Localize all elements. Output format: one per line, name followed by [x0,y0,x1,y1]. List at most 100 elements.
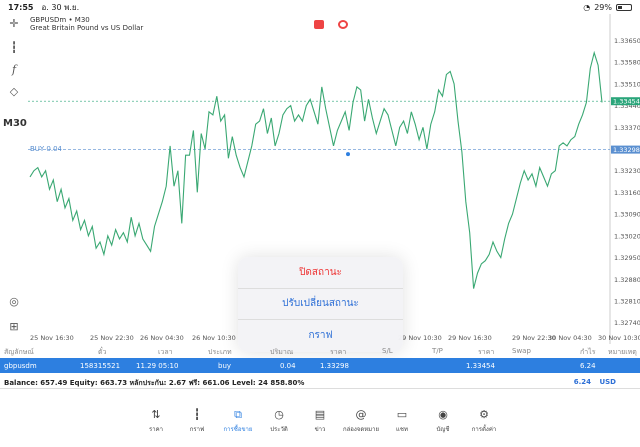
x-tick-label: 30 Nov 04:30 [548,334,592,342]
buy-price-tag: 1.33298 [613,146,640,154]
row-open-price: 1.33298 [320,362,349,370]
quotes-icon: ⇅ [151,408,161,421]
nav-label: บัญชี [436,426,450,433]
y-tick-label: 1.32950 [614,254,640,262]
nav-label: การตั้งค่า [471,426,497,433]
x-tick-label: 25 Nov 22:30 [90,334,134,342]
current-price-tag-bg [611,97,640,106]
balance-bar: Balance: 657.49 Equity: 663.73 หลักประกั… [0,375,640,389]
nav-mailbox[interactable]: @ กล่องจดหมาย [341,404,382,447]
clock: 17:55 [8,2,34,12]
x-tick-label: 25 Nov 16:30 [30,334,74,342]
battery-level: 29% [594,2,612,12]
col-tp[interactable]: T/P [432,347,443,355]
status-bar: 17:55 อ. 30 พ.ย. ◔ 29% [0,0,640,14]
y-tick-label: 1.33650 [614,37,640,45]
zoom-icon[interactable]: ◎ [9,295,19,308]
history-icon: ◷ [274,408,284,421]
col-sl[interactable]: S/L [382,347,393,355]
positions-table-header: สัญลักษณ์ ตั๋ว เวลา ประเภท ปริมาณ ราคา S… [0,344,640,358]
buy-price-tag-bg [611,145,640,154]
y-tick-label: 1.32810 [614,297,640,305]
col-profit[interactable]: กำไร [580,348,596,356]
row-price: 1.33454 [466,362,495,370]
col-comment[interactable]: หมายเหตุ [608,348,637,356]
y-tick-label: 1.33230 [614,167,640,175]
buy-level-label: BUY 0.04 [30,145,63,153]
y-tick-label: 1.33370 [614,124,640,132]
price-chart[interactable]: 1.336501.335801.335101.334401.333701.333… [28,14,640,344]
mailbox-icon: @ [355,408,367,421]
indicators-icon[interactable]: ┇ [10,41,18,54]
close-position-button[interactable]: ปิดสถานะ [238,257,403,289]
chart-symbol: GBPUSDm • M30 [30,16,90,24]
account-icon: ◉ [438,408,448,421]
nav-label: แชท [396,426,408,433]
chat-icon: ▭ [396,408,408,421]
row-time: 11.29 05:10 [136,362,179,370]
y-tick-label: 1.33510 [614,80,640,88]
col-swap[interactable]: Swap [512,347,531,355]
nav-chart[interactable]: ┇ กราฟ [177,404,218,447]
col-type[interactable]: ประเภท [208,348,232,356]
total-profit: 6.24 [573,378,592,386]
nav-settings[interactable]: ⚙ การตั้งค่า [464,404,505,447]
nav-quotes[interactable]: ⇅ ราคา [136,404,177,447]
add-icon[interactable]: ⊞ [9,320,19,333]
col-open-price[interactable]: ราคา [330,348,347,356]
modify-position-button[interactable]: ปรับเปลี่ยนสถานะ [238,289,403,321]
position-context-menu: ปิดสถานะ ปรับเปลี่ยนสถานะ กราฟ [238,257,403,352]
row-profit: 6.24 [580,362,596,370]
row-volume: 0.04 [280,362,296,370]
bottom-nav: ⇅ ราคา ┇ กราฟ ⧉ การซื้อขาย ◷ ประวัติ ▤ ข… [0,404,640,447]
col-symbol[interactable]: สัญลักษณ์ [4,348,34,356]
col-price[interactable]: ราคา [478,348,495,356]
wifi-icon: ◔ [583,2,591,12]
crosshair-icon[interactable]: ✛ [9,17,19,30]
battery-icon [616,3,632,11]
nav-news[interactable]: ▤ ข่าว [300,404,341,447]
currency: USD [599,378,616,386]
nav-label: กราฟ [189,426,205,433]
chart-area[interactable]: 1.336501.335801.335101.334401.333701.333… [28,14,640,344]
date: อ. 30 พ.ย. [41,2,80,12]
col-volume[interactable]: ปริมาณ [270,348,294,356]
one-click-icon[interactable] [338,20,348,29]
balance-summary: Balance: 657.49 Equity: 663.73 หลักประกั… [4,379,305,387]
chart-button[interactable]: กราฟ [308,330,333,342]
nav-history[interactable]: ◷ ประวัติ [259,404,300,447]
trade-icon: ⧉ [234,408,242,421]
nav-label: ประวัติ [270,426,288,433]
col-ticket[interactable]: ตั๋ว [98,348,107,356]
chart-description: Great Britain Pound vs US Dollar [30,24,144,32]
nav-chat[interactable]: ▭ แชท [382,404,423,447]
settings-icon: ⚙ [479,408,489,421]
y-tick-label: 1.33160 [614,189,640,197]
nav-label: ข่าว [314,426,326,433]
x-tick-label: 29 Nov 10:30 [398,334,442,342]
row-ticket: 158315521 [80,362,121,370]
col-time[interactable]: เวลา [158,348,173,356]
y-tick-label: 1.32740 [614,319,640,327]
nav-trade[interactable]: ⧉ การซื้อขาย [218,404,259,447]
y-tick-label: 1.33440 [614,102,640,110]
current-price-tag: 1.33454 [613,98,640,106]
timeframe-button[interactable]: M30 [3,118,27,129]
y-tick-label: 1.33580 [614,59,640,67]
function-icon[interactable]: f [11,63,17,76]
x-tick-label: 29 Nov 16:30 [448,334,492,342]
x-tick-label: 26 Nov 04:30 [140,334,184,342]
x-tick-label: 30 Nov 10:30 [598,334,640,342]
nav-account[interactable]: ◉ บัญชี [423,404,464,447]
news-icon: ▤ [314,408,326,421]
entry-point-marker [346,152,350,157]
nav-label: กล่องจดหมาย [342,426,380,433]
trade-panel-icon[interactable] [314,20,324,29]
nav-label: ราคา [149,426,163,433]
price-series-line [29,50,603,289]
row-symbol: gbpusdm [4,362,37,370]
objects-icon[interactable]: ◇ [9,85,19,98]
table-row[interactable]: gbpusdm 158315521 11.29 05:10 buy 0.04 1… [0,358,640,373]
y-tick-label: 1.32880 [614,276,640,284]
y-tick-label: 1.33090 [614,211,640,219]
